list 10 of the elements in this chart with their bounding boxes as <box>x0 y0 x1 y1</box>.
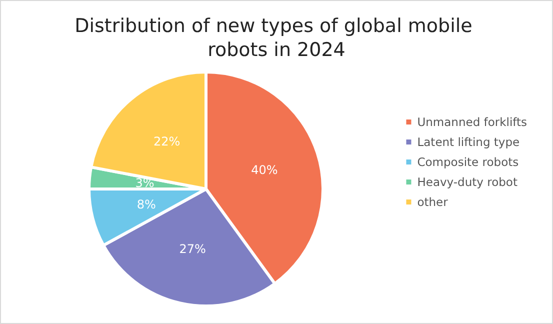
data-label: 8% <box>136 197 156 212</box>
legend-label: Unmanned forklifts <box>417 115 528 129</box>
legend-label: other <box>417 195 448 209</box>
chart-title: Distribution of new types of global mobile robots in 2024 <box>74 15 478 61</box>
legend-label: Heavy-duty robot <box>417 175 518 189</box>
legend-label: Latent lifting type <box>417 135 520 149</box>
data-label: 40% <box>251 162 278 177</box>
legend-label: Composite robots <box>417 155 519 169</box>
data-label: 22% <box>153 134 180 149</box>
data-label: 27% <box>179 242 206 256</box>
